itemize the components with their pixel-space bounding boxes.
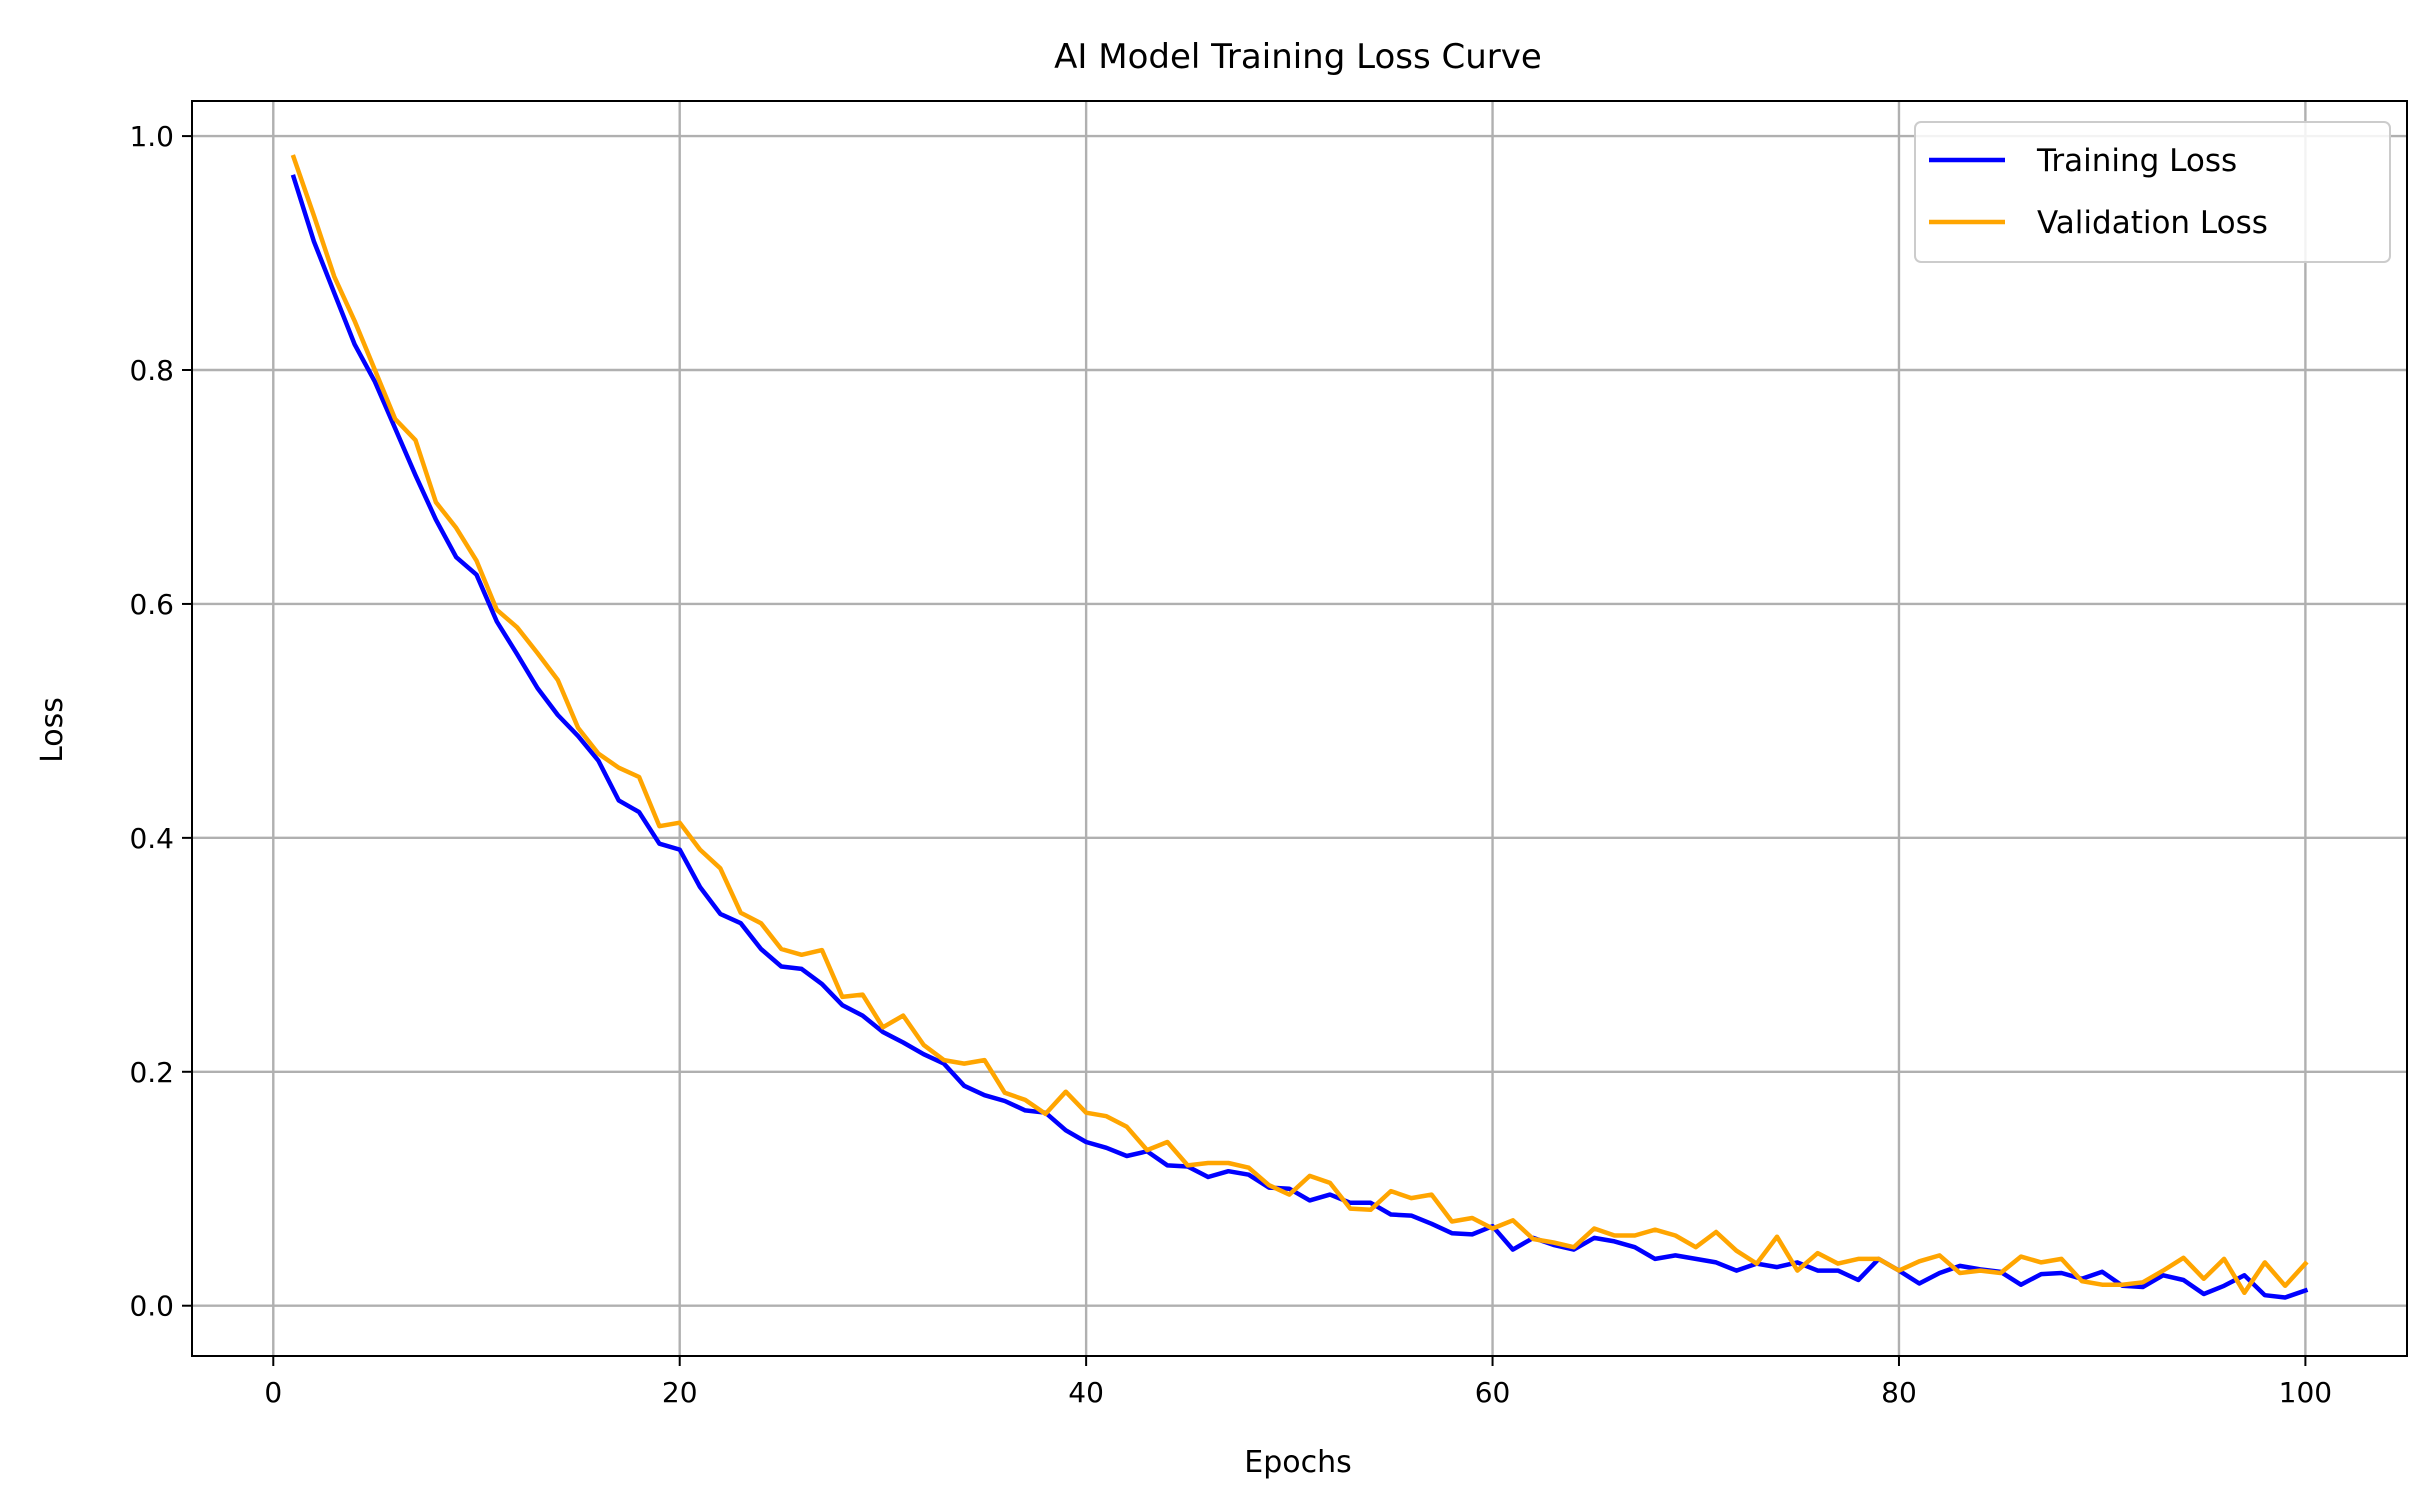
x-tick-label: 0 bbox=[264, 1376, 282, 1409]
x-tick-label: 40 bbox=[1068, 1376, 1104, 1409]
y-axis-title: Loss bbox=[35, 697, 70, 763]
y-tick-label: 0.4 bbox=[129, 822, 174, 855]
x-tick-label: 100 bbox=[2279, 1376, 2332, 1409]
plot-frame bbox=[191, 100, 2408, 1357]
y-tick-label: 0.8 bbox=[129, 354, 174, 387]
grid bbox=[192, 101, 2407, 1356]
y-axis: 0.0 0.2 0.4 0.6 0.8 1.0 bbox=[129, 120, 192, 1323]
series-lines bbox=[290, 154, 2309, 1300]
x-axis-title: Epochs bbox=[1244, 1445, 1352, 1480]
y-tick-label: 1.0 bbox=[129, 120, 174, 153]
y-tick-label: 0.2 bbox=[129, 1056, 174, 1089]
chart-title: AI Model Training Loss Curve bbox=[1054, 37, 1542, 77]
legend: Training Loss Validation Loss bbox=[1914, 121, 2391, 263]
legend-label-validation-loss: Validation Loss bbox=[2037, 205, 2268, 241]
x-tick-label: 80 bbox=[1881, 1376, 1917, 1409]
y-tick-label: 0.6 bbox=[129, 588, 174, 621]
y-tick-label: 0.0 bbox=[129, 1290, 174, 1323]
training-loss-line bbox=[290, 174, 2309, 1300]
x-tick-label: 60 bbox=[1475, 1376, 1511, 1409]
validation-loss-line bbox=[290, 154, 2309, 1296]
x-tick-label: 20 bbox=[662, 1376, 698, 1409]
legend-label-training-loss: Training Loss bbox=[2036, 143, 2237, 179]
legend-box bbox=[1914, 121, 2391, 263]
x-axis: 0 20 40 60 80 100 bbox=[264, 1356, 2332, 1409]
